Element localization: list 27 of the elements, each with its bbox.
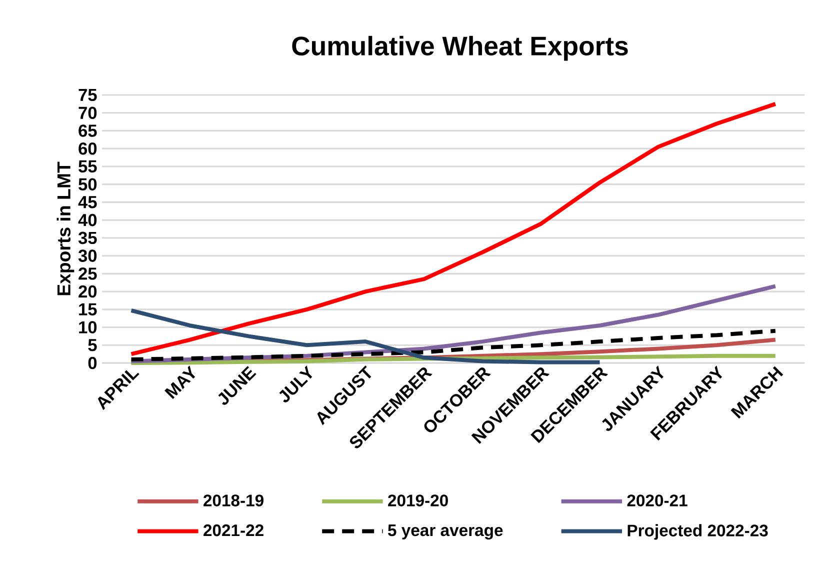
- legend-label: 2019-20: [388, 494, 448, 506]
- y-tick-label: 10: [79, 321, 97, 334]
- y-tick-label: 75: [78, 88, 97, 102]
- legend-label: 2021-22: [204, 524, 264, 536]
- y-tick-label: 15: [79, 303, 97, 316]
- y-tick-label: 20: [78, 285, 97, 298]
- y-tick-label: 45: [78, 196, 97, 208]
- y-axis-title: Exports in LMT: [56, 162, 74, 296]
- y-tick-label: 25: [78, 268, 97, 280]
- line-series: [129, 102, 778, 356]
- chart-title: Cumulative Wheat Exports: [292, 36, 628, 61]
- y-tick-label: 55: [78, 160, 97, 173]
- legend-label: Projected 2022-23: [628, 524, 768, 540]
- legend-label: 2018-19: [204, 494, 264, 506]
- y-tick-label: 40: [78, 214, 97, 226]
- y-tick-label: 35: [78, 232, 97, 244]
- line-series: [129, 308, 602, 364]
- legend-label: 5 year average: [388, 524, 503, 540]
- y-tick-label: 50: [78, 178, 97, 190]
- y-tick-label: 5: [88, 339, 97, 352]
- y-tick-label: 0: [88, 356, 97, 370]
- y-tick-label: 30: [78, 250, 97, 262]
- legend-label: 2020-21: [627, 494, 688, 506]
- y-tick-label: 70: [78, 106, 97, 120]
- y-tick-label: 60: [78, 142, 97, 155]
- y-tick-label: 65: [78, 124, 97, 137]
- line-series: [129, 354, 778, 365]
